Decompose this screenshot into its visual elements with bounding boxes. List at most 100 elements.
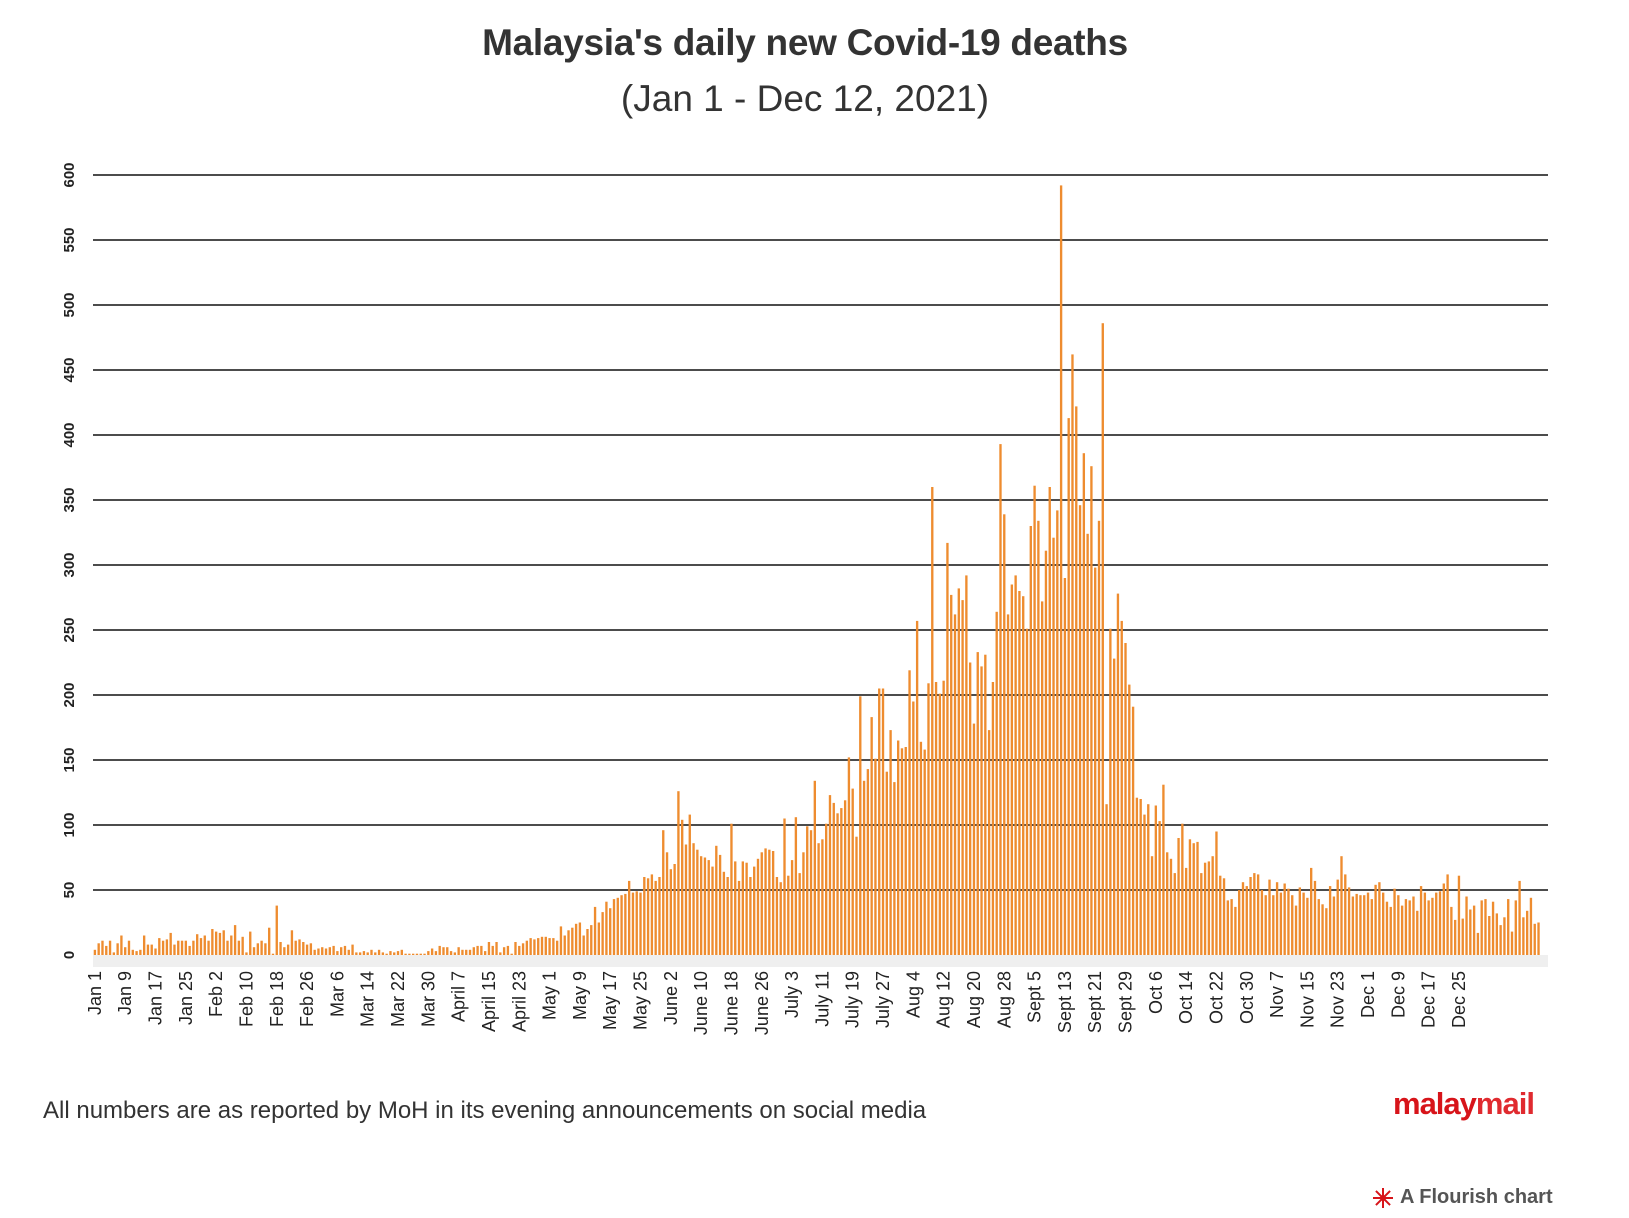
bar bbox=[142, 935, 146, 955]
y-tick-label: 350 bbox=[61, 487, 78, 512]
bar bbox=[931, 487, 934, 955]
flourish-credit[interactable]: A Flourish chart bbox=[1372, 1186, 1553, 1209]
y-tick-label: 250 bbox=[61, 617, 78, 642]
logo-part-1: malay bbox=[1393, 1086, 1477, 1121]
bar bbox=[1533, 923, 1536, 955]
bar bbox=[991, 682, 995, 955]
x-tick-label: Nov 15 bbox=[1297, 971, 1317, 1028]
bar bbox=[1135, 797, 1139, 955]
bar bbox=[400, 949, 403, 955]
bar bbox=[260, 940, 263, 955]
bar bbox=[374, 952, 377, 955]
bar bbox=[586, 929, 589, 955]
x-tick-label: Mar 6 bbox=[327, 971, 347, 1017]
bar bbox=[813, 780, 816, 955]
bar bbox=[756, 858, 760, 955]
chart-subtitle: (Jan 1 - Dec 12, 2021) bbox=[620, 78, 990, 119]
bar bbox=[1116, 593, 1120, 955]
bar bbox=[499, 952, 502, 955]
x-tick-label: Jan 17 bbox=[146, 971, 166, 1025]
bar bbox=[1355, 893, 1358, 955]
x-tick-label: Jan 1 bbox=[85, 971, 105, 1015]
bar bbox=[809, 830, 813, 955]
bar bbox=[218, 932, 222, 955]
bar bbox=[468, 949, 472, 955]
x-tick-label: Aug 4 bbox=[903, 971, 923, 1018]
x-axis-band bbox=[93, 955, 1548, 967]
bar bbox=[1438, 891, 1442, 955]
bar bbox=[1491, 901, 1495, 955]
bar bbox=[146, 944, 150, 955]
bar bbox=[1090, 466, 1093, 955]
bar bbox=[1256, 874, 1260, 955]
x-tick-label: April 23 bbox=[509, 971, 529, 1032]
bar bbox=[514, 942, 517, 955]
bar bbox=[1086, 533, 1089, 955]
x-tick-label: Oct 14 bbox=[1176, 971, 1196, 1024]
bar bbox=[1442, 883, 1445, 955]
bar bbox=[1097, 520, 1101, 955]
bar bbox=[1310, 867, 1313, 955]
bar bbox=[711, 866, 714, 955]
y-tick-label: 150 bbox=[61, 747, 78, 772]
bar bbox=[1363, 895, 1366, 955]
bar bbox=[790, 860, 794, 955]
bar bbox=[480, 945, 483, 955]
bar bbox=[1082, 453, 1086, 955]
bar bbox=[1374, 884, 1377, 955]
bar bbox=[1268, 879, 1271, 955]
bar bbox=[707, 860, 710, 955]
bar bbox=[855, 836, 858, 955]
bar bbox=[1249, 877, 1252, 955]
bar bbox=[783, 818, 786, 955]
malaymail-logo[interactable]: malaymail bbox=[1393, 1086, 1535, 1122]
x-tick-label: Feb 18 bbox=[267, 971, 287, 1027]
bar bbox=[230, 935, 233, 955]
bar bbox=[188, 945, 191, 955]
bar bbox=[673, 864, 676, 955]
x-axis-ticks: Jan 1 Jan 9 Jan 17 Jan 25 Feb 2 Feb 10 Feb 18 F… bbox=[85, 971, 1469, 1035]
x-tick-label: April 15 bbox=[479, 971, 499, 1032]
y-tick-label: 450 bbox=[61, 357, 78, 382]
y-tick-label: 300 bbox=[61, 552, 78, 577]
bar bbox=[1131, 706, 1135, 955]
bar bbox=[965, 575, 968, 955]
bar bbox=[241, 936, 244, 955]
x-tick-label: Aug 20 bbox=[964, 971, 984, 1028]
bar bbox=[472, 947, 475, 955]
bar bbox=[726, 877, 729, 955]
bar bbox=[760, 852, 763, 955]
bar bbox=[567, 930, 570, 955]
bar bbox=[968, 662, 972, 955]
bar bbox=[1260, 890, 1264, 955]
x-tick-label: June 10 bbox=[691, 971, 711, 1035]
bar bbox=[438, 945, 441, 955]
bar bbox=[1018, 591, 1021, 955]
bar bbox=[177, 940, 180, 955]
bar bbox=[817, 843, 820, 955]
bar bbox=[196, 934, 199, 955]
bar bbox=[1177, 838, 1180, 955]
bar bbox=[1056, 510, 1059, 955]
bar bbox=[1370, 899, 1373, 955]
x-tick-label: Aug 12 bbox=[934, 971, 954, 1028]
bar bbox=[1196, 841, 1199, 955]
bar bbox=[540, 936, 544, 955]
bar bbox=[381, 952, 385, 955]
bar bbox=[1522, 917, 1525, 955]
bar bbox=[491, 945, 494, 955]
bar bbox=[851, 788, 854, 955]
x-tick-label: Mar 22 bbox=[388, 971, 408, 1027]
bar bbox=[544, 936, 547, 955]
bar bbox=[370, 949, 373, 955]
bar bbox=[396, 951, 400, 955]
bar bbox=[377, 949, 381, 955]
x-tick-label: Mar 30 bbox=[418, 971, 438, 1027]
bar bbox=[950, 594, 953, 955]
bar bbox=[715, 845, 718, 955]
bar bbox=[1332, 896, 1336, 955]
bar bbox=[158, 938, 161, 955]
bar bbox=[1222, 878, 1226, 955]
bar bbox=[718, 854, 722, 955]
x-tick-label: June 18 bbox=[721, 971, 741, 1035]
